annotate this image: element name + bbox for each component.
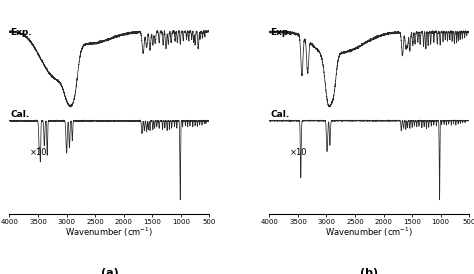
X-axis label: Wavenumber (cm$^{-1}$): Wavenumber (cm$^{-1}$): [325, 226, 413, 239]
Text: (b): (b): [360, 268, 378, 274]
Text: Exp.: Exp.: [271, 28, 292, 37]
Text: (a): (a): [100, 268, 118, 274]
X-axis label: Wavenumber (cm$^{-1}$): Wavenumber (cm$^{-1}$): [65, 226, 154, 239]
Text: Cal.: Cal.: [10, 110, 30, 119]
Text: ×10: ×10: [29, 149, 47, 158]
Text: ×10: ×10: [289, 149, 307, 158]
Text: Cal.: Cal.: [271, 110, 290, 119]
Text: Exp.: Exp.: [10, 28, 32, 37]
